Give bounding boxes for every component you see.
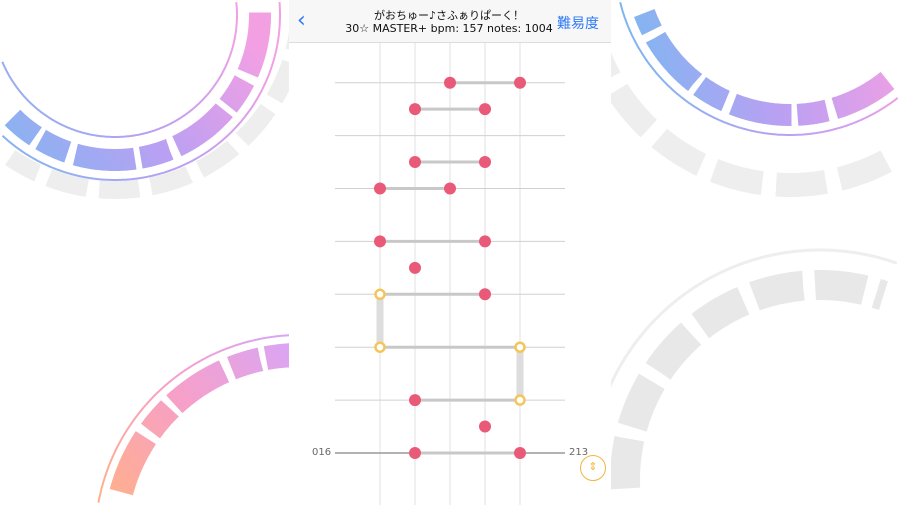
ring-arc bbox=[1, 15, 281, 181]
scroll-toggle-button[interactable]: ⇕ bbox=[580, 455, 606, 481]
measure-number-right: 213 bbox=[569, 447, 589, 458]
tap-note bbox=[444, 182, 456, 195]
tap-note bbox=[479, 420, 491, 433]
difficulty-button[interactable]: 難易度 bbox=[557, 16, 599, 32]
hold-note bbox=[374, 341, 386, 353]
tap-note bbox=[479, 235, 491, 248]
nav-header: ‹ がおちゅー♪さふぁりぱーく！ 30☆ MASTER+ bpm: 157 no… bbox=[289, 0, 611, 43]
ring-arc bbox=[235, 2, 238, 15]
up-down-arrows-icon: ⇕ bbox=[588, 460, 598, 473]
tap-note bbox=[409, 156, 421, 169]
title-block: がおちゅー♪さふぁりぱーく！ 30☆ MASTER+ bpm: 157 note… bbox=[329, 9, 569, 35]
tap-note bbox=[409, 261, 421, 274]
tap-note bbox=[409, 447, 421, 459]
ring-arc bbox=[5, 10, 309, 199]
ring-arc bbox=[4, 15, 271, 171]
ring-arc bbox=[634, 9, 895, 126]
tap-note bbox=[514, 76, 526, 89]
tap-note bbox=[444, 76, 456, 89]
song-info: 30☆ MASTER+ bpm: 157 notes: 1004 bbox=[345, 22, 553, 35]
tap-note bbox=[409, 394, 421, 407]
tap-note bbox=[409, 103, 421, 116]
ring-arc bbox=[1, 15, 238, 138]
tap-note bbox=[479, 103, 491, 116]
ring-top-left bbox=[1, 2, 309, 199]
measure-number-left: 016 bbox=[312, 447, 332, 458]
hold-note bbox=[374, 288, 386, 301]
tap-note bbox=[479, 156, 491, 169]
ring-arc bbox=[619, 2, 899, 136]
hold-note bbox=[514, 394, 526, 406]
tap-note bbox=[374, 235, 386, 248]
tap-note bbox=[479, 288, 491, 301]
chevron-left-icon: ‹ bbox=[297, 8, 306, 33]
back-button[interactable]: ‹ bbox=[297, 8, 306, 33]
ring-arc bbox=[278, 2, 281, 15]
tap-note bbox=[514, 447, 526, 459]
tap-note bbox=[374, 182, 386, 195]
song-title: がおちゅー♪さふぁりぱーく！ bbox=[373, 9, 525, 22]
ring-arc bbox=[610, 270, 888, 490]
hold-note bbox=[514, 341, 526, 353]
